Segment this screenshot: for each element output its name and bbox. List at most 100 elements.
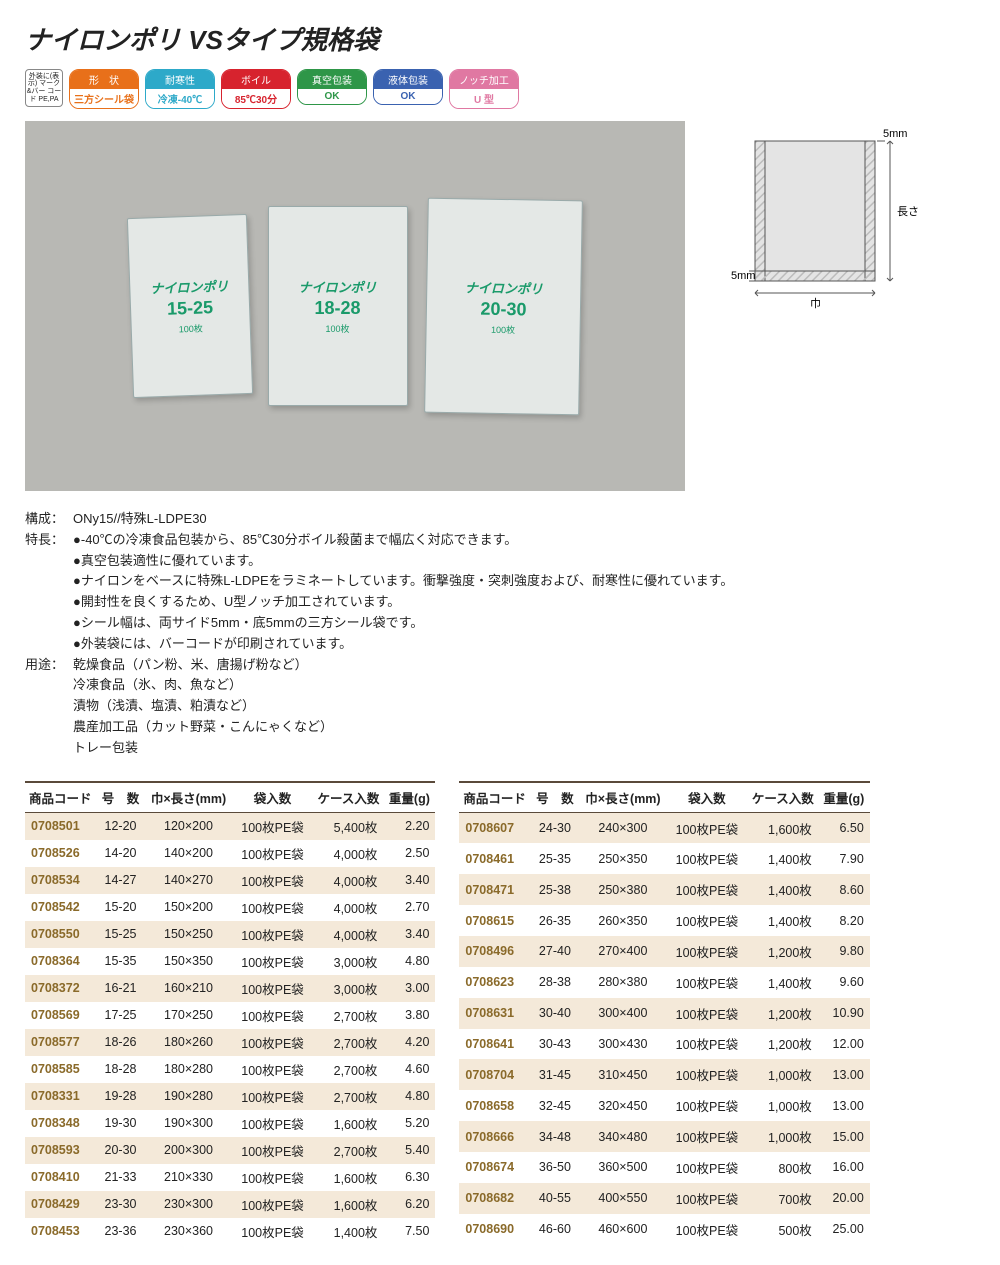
table-cell: 4.80 [383, 948, 435, 975]
table-cell: 100枚PE袋 [232, 867, 314, 894]
table-cell: 100枚PE袋 [232, 1002, 314, 1029]
table-cell: 2.50 [383, 840, 435, 867]
table-cell: 0708704 [459, 1059, 530, 1090]
table-cell: 15-35 [96, 948, 146, 975]
table-cell: 17-25 [96, 1002, 146, 1029]
table-cell: 7.50 [383, 1218, 435, 1245]
table-cell: 150×350 [146, 948, 232, 975]
table-cell: 2,700枚 [314, 1137, 384, 1164]
table-cell: 0708331 [25, 1083, 96, 1110]
table-cell: 360×500 [580, 1152, 666, 1183]
table-cell: 0708666 [459, 1121, 530, 1152]
table-cell: 0708410 [25, 1164, 96, 1191]
table-cell: 3.40 [383, 867, 435, 894]
table-cell: 0708569 [25, 1002, 96, 1029]
table-cell: 15-20 [96, 894, 146, 921]
table-cell: 0708348 [25, 1110, 96, 1137]
table-cell: 13.00 [818, 1059, 870, 1090]
spec-badge: ノッチ加工U 型 [449, 69, 519, 109]
table-row: 070854215-20150×200100枚PE袋4,000枚2.70 [25, 894, 435, 921]
table-row: 070855015-25150×250100枚PE袋4,000枚3.40 [25, 921, 435, 948]
table-row: 070861526-35260×350100枚PE袋1,400枚8.20 [459, 905, 869, 936]
table-cell: 0708674 [459, 1152, 530, 1183]
table-cell: 100枚PE袋 [232, 1191, 314, 1218]
spec-table-right: 商品コード号 数巾×長さ(mm)袋入数ケース入数重量(g) 070860724-… [459, 781, 869, 1245]
spec-badge: 真空包装OK [297, 69, 367, 105]
table-cell: 0708615 [459, 905, 530, 936]
table-cell: 2,700枚 [314, 1056, 384, 1083]
table-cell: 1,200枚 [748, 1029, 818, 1060]
table-cell: 100枚PE袋 [232, 894, 314, 921]
table-cell: 0708364 [25, 948, 96, 975]
table-cell: 140×270 [146, 867, 232, 894]
table-cell: 19-28 [96, 1083, 146, 1110]
table-cell: 250×350 [580, 843, 666, 874]
product-photo: ナイロンポリ15-25100枚ナイロンポリ18-28100枚ナイロンポリ20-3… [25, 121, 685, 491]
features-label: 特長： [25, 530, 73, 655]
table-cell: 15.00 [818, 1121, 870, 1152]
hero-row: ナイロンポリ15-25100枚ナイロンポリ18-28100枚ナイロンポリ20-3… [25, 121, 975, 491]
feature-item: 開封性を良くするため、U型ノッチ加工されています。 [73, 592, 975, 613]
column-header: 商品コード [25, 782, 96, 813]
table-cell: 4,000枚 [314, 921, 384, 948]
description-block: 構成： ONy15//特殊L-LDPE30 特長： -40℃の冷凍食品包装から、… [25, 509, 975, 759]
table-cell: 100枚PE袋 [232, 1218, 314, 1245]
table-cell: 6.50 [818, 812, 870, 843]
table-row: 070847125-38250×380100枚PE袋1,400枚8.60 [459, 874, 869, 905]
table-cell: 0708461 [459, 843, 530, 874]
spec-table-left: 商品コード号 数巾×長さ(mm)袋入数ケース入数重量(g) 070850112-… [25, 781, 435, 1245]
table-cell: 0708501 [25, 812, 96, 840]
table-cell: 2.20 [383, 812, 435, 840]
table-cell: 2.70 [383, 894, 435, 921]
spec-badge: ボイル85℃30分 [221, 69, 291, 109]
table-cell: 1,400枚 [748, 967, 818, 998]
column-header: 重量(g) [383, 782, 435, 813]
table-cell: 170×250 [146, 1002, 232, 1029]
table-cell: 240×300 [580, 812, 666, 843]
table-cell: 26-35 [530, 905, 580, 936]
table-cell: 100枚PE袋 [666, 936, 748, 967]
table-cell: 4,000枚 [314, 840, 384, 867]
table-cell: 23-36 [96, 1218, 146, 1245]
table-row: 070868240-55400×550100枚PE袋700枚20.00 [459, 1183, 869, 1214]
column-header: ケース入数 [748, 782, 818, 813]
table-cell: 310×450 [580, 1059, 666, 1090]
table-cell: 120×200 [146, 812, 232, 840]
table-cell: 9.60 [818, 967, 870, 998]
table-row: 070857718-26180×260100枚PE袋2,700枚4.20 [25, 1029, 435, 1056]
table-cell: 14-20 [96, 840, 146, 867]
table-cell: 0708631 [459, 998, 530, 1029]
table-cell: 34-48 [530, 1121, 580, 1152]
package-mockup: ナイロンポリ15-25100枚 [126, 214, 252, 398]
table-cell: 300×400 [580, 998, 666, 1029]
table-cell: 0708593 [25, 1137, 96, 1164]
recycle-mark: 外装に(表示) マーク&バー コード PE,PA [25, 69, 63, 107]
table-cell: 8.60 [818, 874, 870, 905]
table-cell: 100枚PE袋 [666, 874, 748, 905]
feature-item: 外装袋には、バーコードが印刷されています。 [73, 634, 975, 655]
table-cell: 100枚PE袋 [666, 1059, 748, 1090]
table-row: 070846125-35250×350100枚PE袋1,400枚7.90 [459, 843, 869, 874]
table-cell: 100枚PE袋 [666, 905, 748, 936]
table-row: 070834819-30190×300100枚PE袋1,600枚5.20 [25, 1110, 435, 1137]
table-cell: 1,600枚 [314, 1110, 384, 1137]
column-header: 号 数 [530, 782, 580, 813]
table-cell: 19-30 [96, 1110, 146, 1137]
table-cell: 1,400枚 [748, 905, 818, 936]
table-cell: 6.30 [383, 1164, 435, 1191]
table-cell: 36-50 [530, 1152, 580, 1183]
diagram-right-label: 長さ [897, 205, 919, 218]
features-list: -40℃の冷凍食品包装から、85℃30分ボイル殺菌まで幅広く対応できます。真空包… [73, 530, 975, 655]
table-row: 070850112-20120×200100枚PE袋5,400枚2.20 [25, 812, 435, 840]
package-mockup: ナイロンポリ18-28100枚 [268, 206, 408, 406]
table-cell: 1,600枚 [748, 812, 818, 843]
table-row: 070856917-25170×250100枚PE袋2,700枚3.80 [25, 1002, 435, 1029]
table-row: 070852614-20140×200100枚PE袋4,000枚2.50 [25, 840, 435, 867]
table-cell: 140×200 [146, 840, 232, 867]
table-cell: 3.80 [383, 1002, 435, 1029]
table-cell: 4.20 [383, 1029, 435, 1056]
spec-badge: 形 状三方シール袋 [69, 69, 139, 109]
table-cell: 5,400枚 [314, 812, 384, 840]
table-cell: 230×300 [146, 1191, 232, 1218]
table-cell: 100枚PE袋 [666, 843, 748, 874]
